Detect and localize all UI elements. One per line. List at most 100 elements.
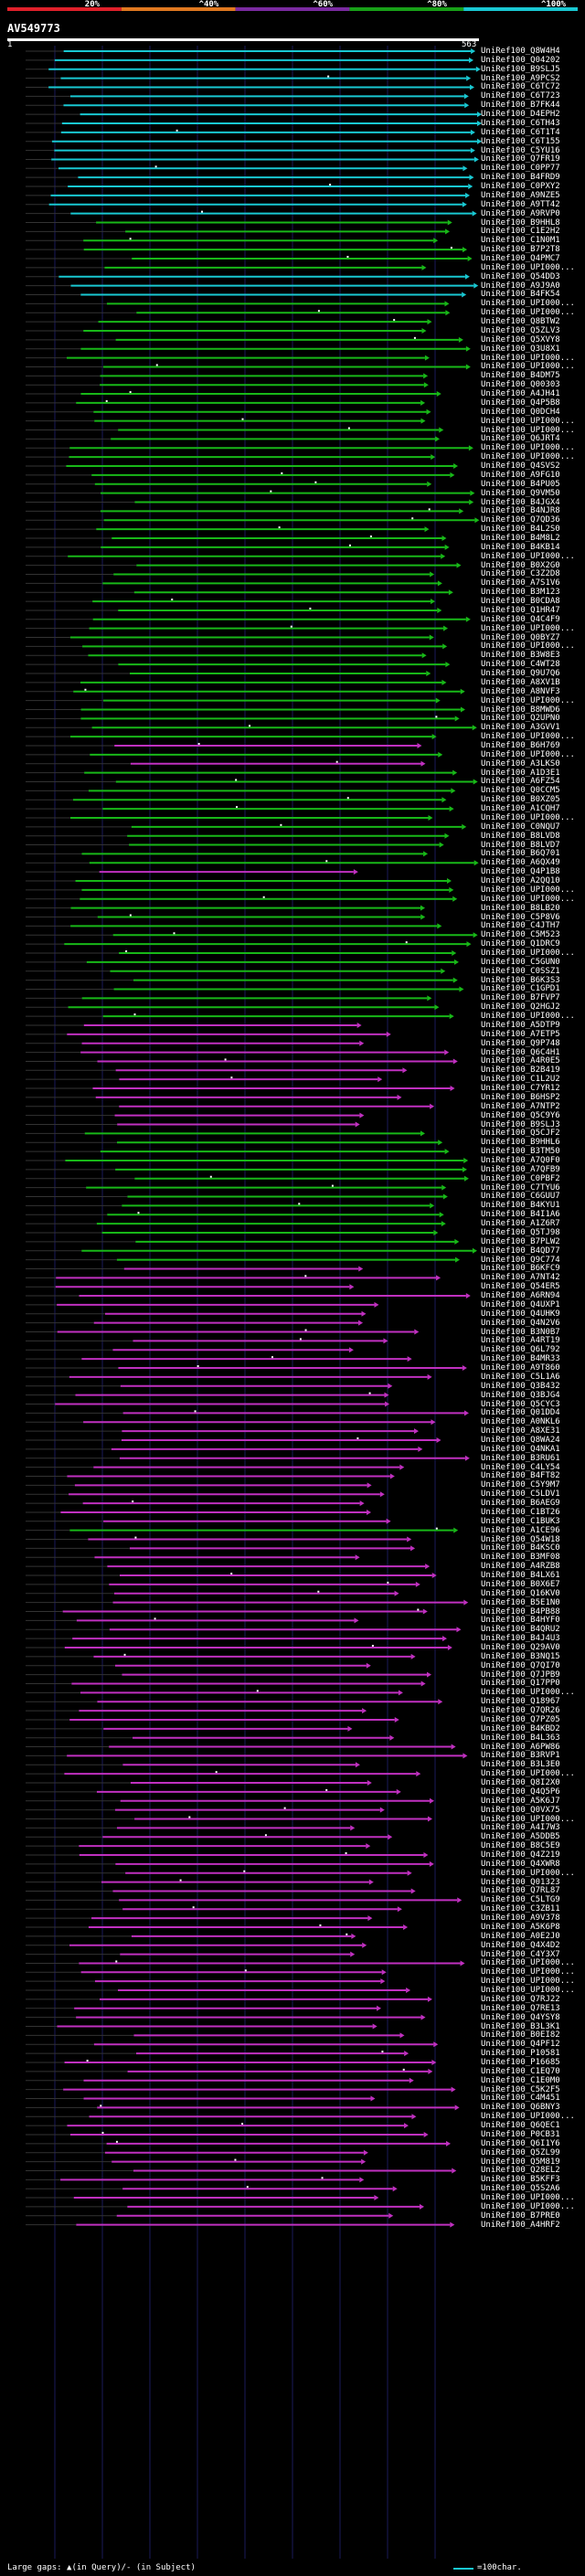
hit-label[interactable]: UniRef100_Q7PZ05 [481, 1714, 560, 1724]
hit-label[interactable]: UniRef100_UPI000... [481, 262, 575, 272]
hit-label[interactable]: UniRef100_B3TM50 [481, 1147, 560, 1157]
hit-label[interactable]: UniRef100_Q04202 [481, 55, 560, 65]
hit-label[interactable]: UniRef100_C1E2H2 [481, 227, 560, 237]
hit-label[interactable]: UniRef100_C5GUN0 [481, 957, 560, 967]
hit-label[interactable]: UniRef100_C0SSZ1 [481, 966, 560, 976]
hit-label[interactable]: UniRef100_Q4Q5P6 [481, 1786, 560, 1797]
hit-label[interactable]: UniRef100_B3RVP1 [481, 1751, 560, 1761]
hit-label[interactable]: UniRef100_B7FK44 [481, 101, 560, 111]
hit-label[interactable]: UniRef100_B7FVP7 [481, 993, 560, 1003]
hit-label[interactable]: UniRef100_Q4XWR8 [481, 1859, 560, 1869]
hit-label[interactable]: UniRef100_UPI000... [481, 2193, 575, 2203]
hit-label[interactable]: UniRef100_C6TH43 [481, 118, 560, 128]
hit-label[interactable]: UniRef100_UPI000... [481, 299, 575, 309]
hit-label[interactable]: UniRef100_C1E0M0 [481, 2075, 560, 2085]
hit-label[interactable]: UniRef100_Q5M819 [481, 2157, 560, 2167]
hit-label[interactable]: UniRef100_UPI000... [481, 1986, 575, 1996]
hit-label[interactable]: UniRef100_A9TT42 [481, 199, 560, 209]
hit-label[interactable]: UniRef100_C5YU16 [481, 145, 560, 155]
hit-label[interactable]: UniRef100_UPI000... [481, 885, 575, 895]
hit-label[interactable]: UniRef100_A0NKL6 [481, 1417, 560, 1427]
hit-label[interactable]: UniRef100_Q6QEC1 [481, 2121, 560, 2131]
hit-label[interactable]: UniRef100_Q29AV0 [481, 1642, 560, 1652]
hit-label[interactable]: UniRef100_C6TC72 [481, 82, 560, 92]
hit-label[interactable]: UniRef100_Q5XVY8 [481, 334, 560, 345]
hit-label[interactable]: UniRef100_A5K6P8 [481, 1922, 560, 1932]
hit-label[interactable]: UniRef100_B4MR33 [481, 1354, 560, 1364]
hit-label[interactable]: UniRef100_C1N0M1 [481, 236, 560, 246]
hit-label[interactable]: UniRef100_Q1HR47 [481, 605, 560, 615]
hit-label[interactable]: UniRef100_Q9VM50 [481, 488, 560, 498]
hit-label[interactable]: UniRef100_A4RT19 [481, 1336, 560, 1346]
hit-label[interactable]: UniRef100_Q8WA24 [481, 1435, 560, 1445]
hit-label[interactable]: UniRef100_C0PXY2 [481, 182, 560, 192]
hit-label[interactable]: UniRef100_Q4C4F9 [481, 614, 560, 624]
hit-label[interactable]: UniRef100_A6FZ54 [481, 777, 560, 787]
hit-label[interactable]: UniRef100_B9SLJ3 [481, 1119, 560, 1129]
hit-label[interactable]: UniRef100_Q0DCH4 [481, 407, 560, 417]
hit-label[interactable]: UniRef100_UPI000... [481, 551, 575, 561]
hit-label[interactable]: UniRef100_Q5CJF2 [481, 1129, 560, 1139]
hit-label[interactable]: UniRef100_B8LVD8 [481, 831, 560, 841]
hit-label[interactable]: UniRef100_B8LVD7 [481, 840, 560, 850]
hit-label[interactable]: UniRef100_Q4PMC7 [481, 254, 560, 263]
hit-label[interactable]: UniRef100_Q4X4D2 [481, 1940, 560, 1950]
hit-label[interactable]: UniRef100_A3GVV1 [481, 723, 560, 733]
hit-label[interactable]: UniRef100_Q4SVS2 [481, 461, 560, 472]
hit-label[interactable]: UniRef100_Q4NKA1 [481, 1444, 560, 1454]
hit-label[interactable]: UniRef100_Q54W18 [481, 1534, 560, 1544]
hit-label[interactable]: UniRef100_C0NQU7 [481, 822, 560, 832]
hit-label[interactable]: UniRef100_C5Y9M7 [481, 1480, 560, 1490]
hit-label[interactable]: UniRef100_Q0CCM5 [481, 786, 560, 796]
hit-label[interactable]: UniRef100_B0CDA8 [481, 597, 560, 607]
hit-label[interactable]: UniRef100_C5K2F5 [481, 2084, 560, 2094]
hit-label[interactable]: UniRef100_Q7QI70 [481, 1660, 560, 1670]
hit-label[interactable]: UniRef100_B8MWD6 [481, 705, 560, 715]
hit-label[interactable]: UniRef100_C6T155 [481, 136, 560, 146]
hit-label[interactable]: UniRef100_Q2HGJ2 [481, 1002, 560, 1012]
hit-label[interactable]: UniRef100_B4FK54 [481, 290, 560, 300]
hit-label[interactable]: UniRef100_Q6C4H1 [481, 1047, 560, 1057]
hit-label[interactable]: UniRef100_C6T723 [481, 91, 560, 101]
hit-label[interactable]: UniRef100_B0X6E7 [481, 1579, 560, 1589]
hit-label[interactable]: UniRef100_Q9P748 [481, 1038, 560, 1048]
hit-label[interactable]: UniRef100_UPI000... [481, 1958, 575, 1968]
hit-label[interactable]: UniRef100_Q7RJ22 [481, 1994, 560, 2004]
hit-label[interactable]: UniRef100_B4PU05 [481, 479, 560, 489]
hit-label[interactable]: UniRef100_UPI000... [481, 1967, 575, 1977]
hit-label[interactable]: UniRef100_Q0BYZ7 [481, 632, 560, 642]
hit-label[interactable]: UniRef100_A7Q0F0 [481, 1156, 560, 1165]
hit-label[interactable]: UniRef100_UPI000... [481, 894, 575, 904]
hit-label[interactable]: UniRef100_P10581 [481, 2049, 560, 2059]
hit-label[interactable]: UniRef100_UPI000... [481, 1977, 575, 1987]
hit-label[interactable]: UniRef100_C4WT28 [481, 660, 560, 670]
hit-label[interactable]: UniRef100_B4QD77 [481, 1246, 560, 1256]
hit-label[interactable]: UniRef100_C5M523 [481, 930, 560, 940]
hit-label[interactable]: UniRef100_B3W8E3 [481, 651, 560, 661]
hit-label[interactable]: UniRef100_Q7JPB9 [481, 1670, 560, 1680]
hit-label[interactable]: UniRef100_B4NJR8 [481, 506, 560, 516]
hit-label[interactable]: UniRef100_UPI000... [481, 623, 575, 633]
hit-label[interactable]: UniRef100_B5E1N0 [481, 1597, 560, 1607]
hit-label[interactable]: UniRef100_Q6I1Y6 [481, 2138, 560, 2148]
hit-label[interactable]: UniRef100_Q9U7Q6 [481, 669, 560, 679]
hit-label[interactable]: UniRef100_B8LB20 [481, 903, 560, 913]
hit-label[interactable]: UniRef100_A6RN94 [481, 1291, 560, 1301]
hit-label[interactable]: UniRef100_C1L2U2 [481, 1075, 560, 1085]
hit-label[interactable]: UniRef100_B4FRD9 [481, 173, 560, 183]
hit-label[interactable]: UniRef100_A4R0E5 [481, 1056, 560, 1066]
hit-label[interactable]: UniRef100_Q3B432 [481, 1381, 560, 1391]
hit-label[interactable]: UniRef100_Q6JRT4 [481, 434, 560, 444]
hit-label[interactable]: UniRef100_C5L1A6 [481, 1372, 560, 1382]
hit-label[interactable]: UniRef100_A4RZB8 [481, 1562, 560, 1572]
hit-label[interactable]: UniRef100_UPI000... [481, 641, 575, 652]
hit-label[interactable]: UniRef100_A7ETP5 [481, 1029, 560, 1039]
hit-label[interactable]: UniRef100_Q5TJ98 [481, 1227, 560, 1237]
hit-label[interactable]: UniRef100_A5K6J7 [481, 1796, 560, 1806]
hit-label[interactable]: UniRef100_B4KYU1 [481, 1201, 560, 1211]
hit-label[interactable]: UniRef100_UPI000... [481, 416, 575, 426]
hit-label[interactable]: UniRef100_B4KBD2 [481, 1723, 560, 1733]
hit-label[interactable]: UniRef100_Q01DD4 [481, 1408, 560, 1418]
hit-label[interactable]: UniRef100_B8C5E9 [481, 1841, 560, 1851]
hit-label[interactable]: UniRef100_B7PLW2 [481, 1236, 560, 1246]
